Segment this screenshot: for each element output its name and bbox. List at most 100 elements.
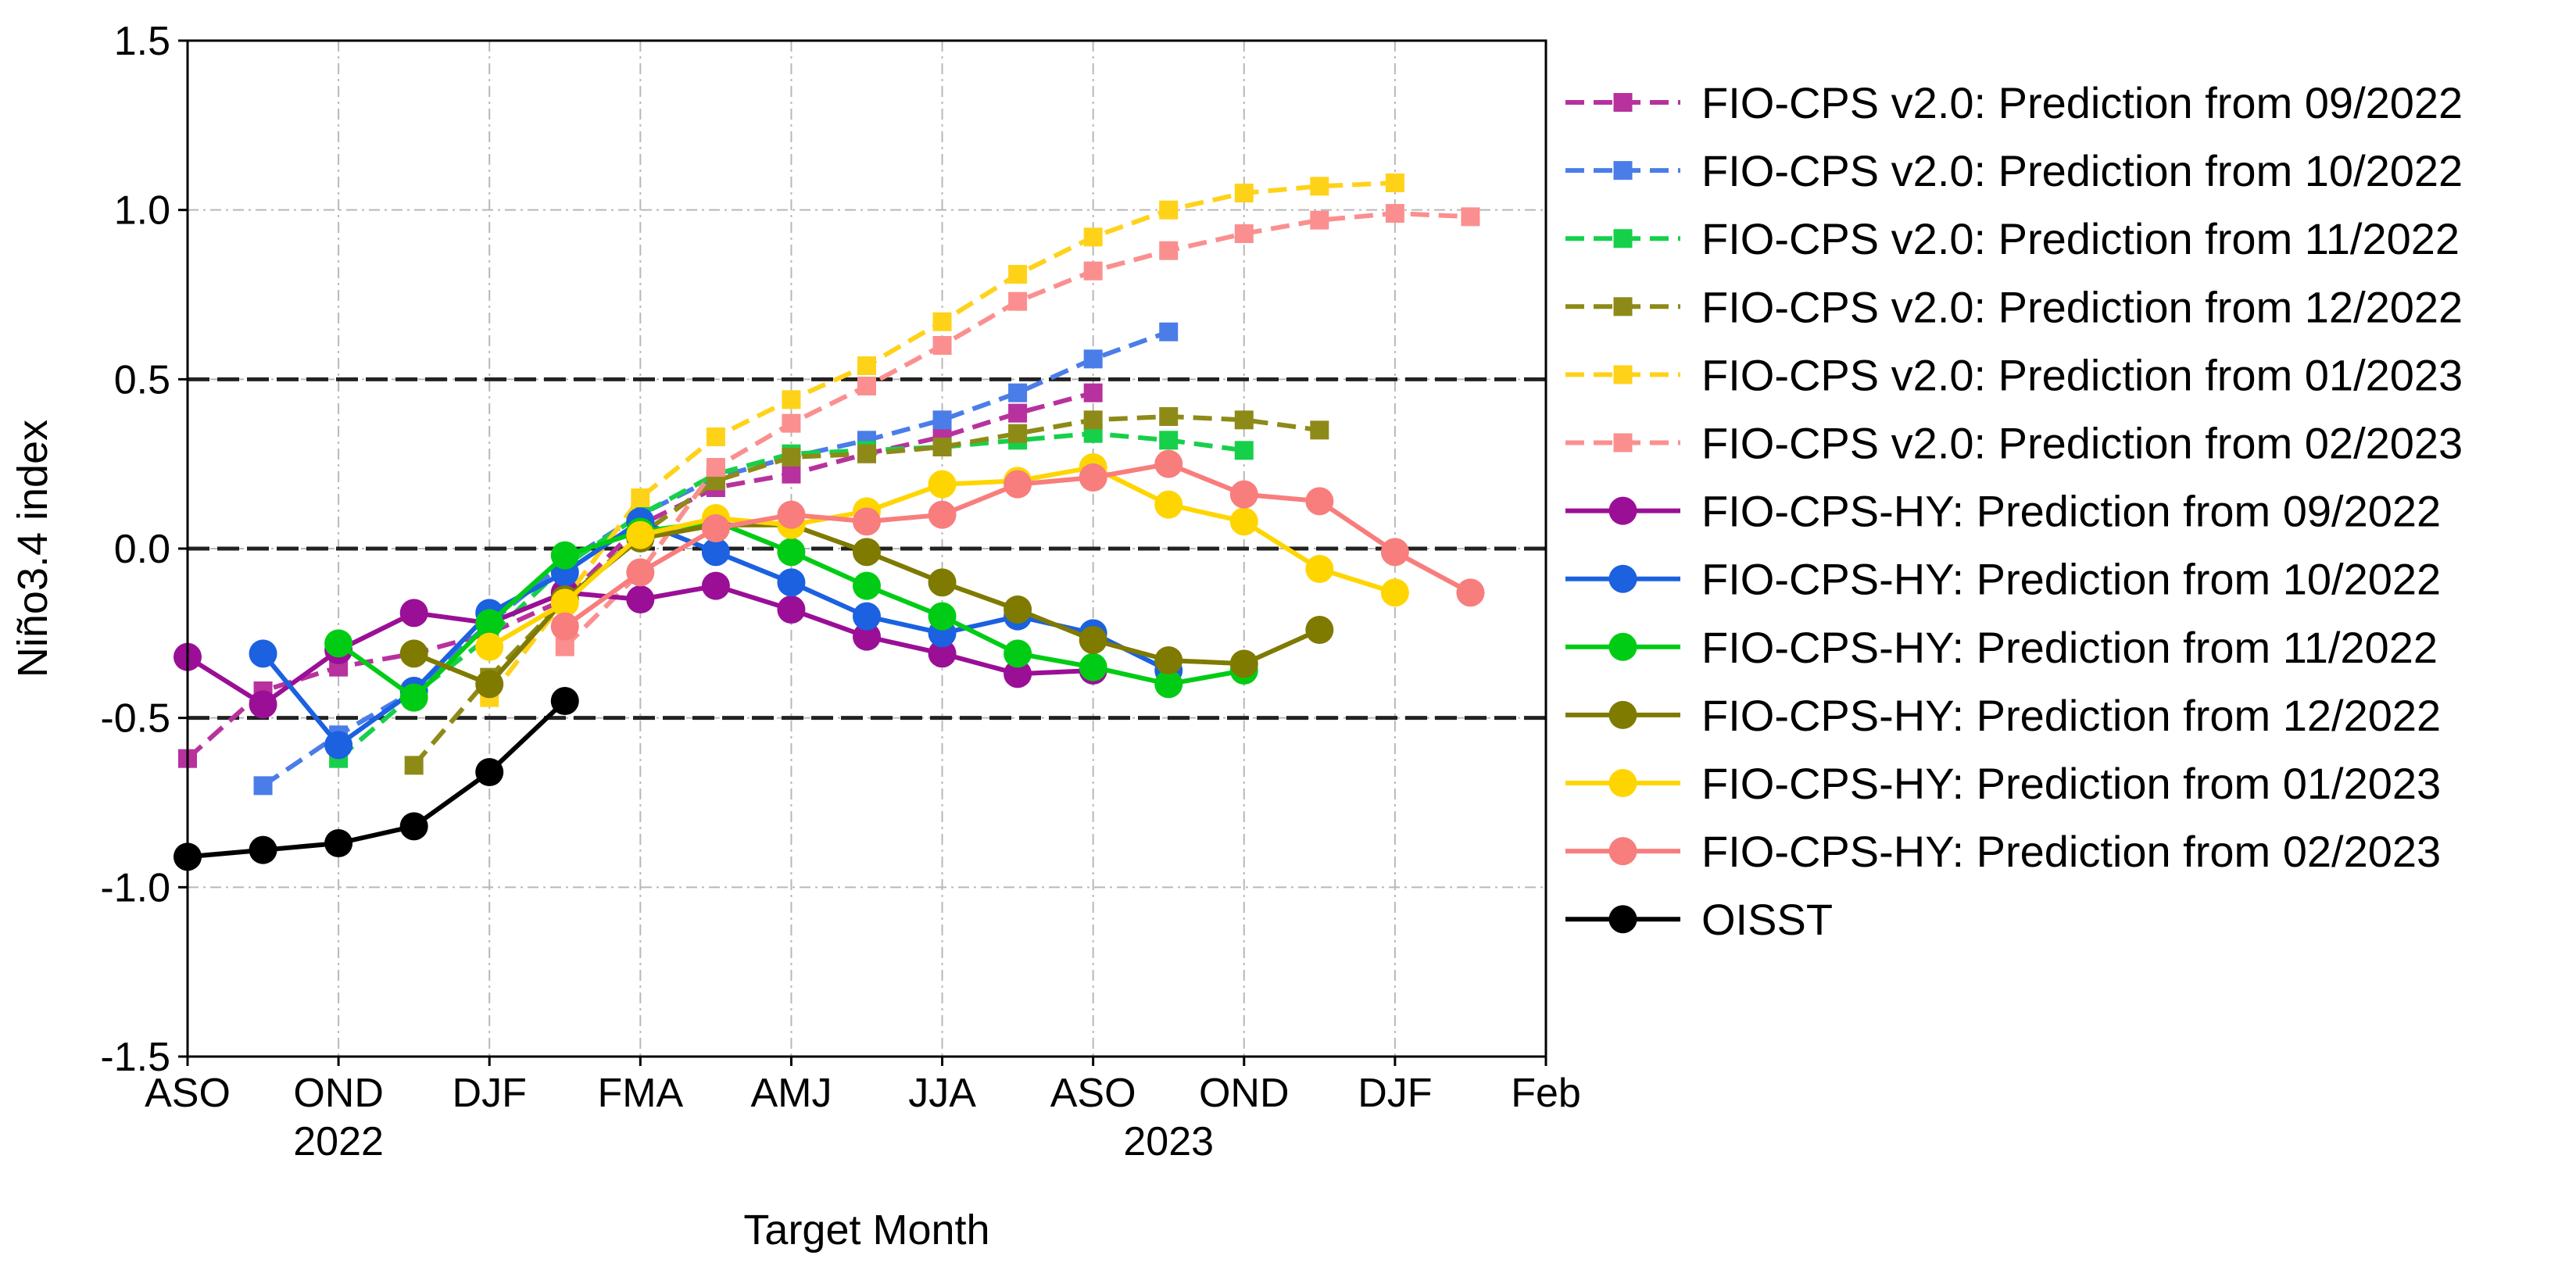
- data-point-circle: [777, 500, 806, 529]
- data-point-square: [1159, 200, 1179, 220]
- data-point-circle: [550, 588, 579, 617]
- legend-marker-square: [1613, 161, 1633, 181]
- data-point-circle: [853, 622, 881, 651]
- y-tick-label: -0.5: [100, 696, 170, 742]
- legend-label: FIO-CPS v2.0: Prediction from 09/2022: [1701, 78, 2463, 127]
- data-point-square: [1008, 403, 1028, 423]
- data-point-circle: [324, 731, 353, 760]
- axes: ASO OND DJF FMA AMJ JJA ASO OND DJF Feb 2022 2023 1.…: [100, 19, 1580, 1164]
- data-point-square: [1461, 207, 1480, 227]
- x-year-label: 2022: [293, 1119, 384, 1164]
- data-point-square: [1008, 424, 1028, 443]
- data-point-circle: [1004, 639, 1032, 668]
- legend-label: OISST: [1701, 895, 1833, 944]
- x-tick-label: OND: [293, 1071, 384, 1116]
- data-point-circle: [1305, 616, 1334, 644]
- legend-marker-circle: [1608, 905, 1637, 934]
- data-point-square: [1159, 322, 1179, 342]
- legend-marker-circle: [1608, 769, 1637, 797]
- legend-item: OISST: [1565, 895, 1833, 944]
- legend-marker-square: [1613, 93, 1633, 112]
- data-point-square: [404, 756, 424, 775]
- legend-marker-circle: [1608, 564, 1637, 593]
- y-tick-label: 0.5: [114, 357, 170, 402]
- data-point-square: [1083, 410, 1103, 430]
- x-axis-title: Target Month: [743, 1207, 989, 1253]
- reference-lines: [188, 377, 1546, 721]
- x-tick-label: OND: [1199, 1071, 1290, 1116]
- data-point-circle: [701, 538, 730, 567]
- data-point-square: [932, 438, 952, 456]
- data-point-circle: [626, 558, 655, 587]
- data-point-square: [1234, 441, 1254, 460]
- legend-label: FIO-CPS-HY: Prediction from 01/2023: [1701, 759, 2441, 808]
- legend-label: FIO-CPS v2.0: Prediction from 12/2022: [1701, 282, 2463, 331]
- series-12: [550, 449, 1485, 641]
- legend-label: FIO-CPS-HY: Prediction from 02/2023: [1701, 827, 2441, 876]
- data-point-square: [1159, 407, 1179, 426]
- data-point-square: [706, 427, 725, 446]
- data-point-circle: [1305, 487, 1334, 516]
- data-point-circle: [475, 758, 504, 786]
- legend-item: FIO-CPS v2.0: Prediction from 10/2022: [1565, 146, 2463, 195]
- data-point-square: [1083, 349, 1103, 369]
- x-year-label: 2023: [1123, 1119, 1214, 1164]
- data-point-circle: [853, 602, 881, 631]
- x-tick-label: DJF: [453, 1071, 527, 1116]
- data-point-circle: [1380, 578, 1409, 607]
- data-point-circle: [853, 507, 881, 536]
- data-point-circle: [550, 541, 579, 570]
- legend-label: FIO-CPS-HY: Prediction from 12/2022: [1701, 691, 2441, 740]
- y-tick-label: 0.0: [114, 527, 170, 572]
- data-point-square: [1159, 241, 1179, 260]
- legend-item: FIO-CPS v2.0: Prediction from 12/2022: [1565, 282, 2463, 331]
- x-tick-label: ASO: [145, 1071, 231, 1116]
- data-point-circle: [1004, 660, 1032, 688]
- legend-item: FIO-CPS v2.0: Prediction from 11/2022: [1565, 214, 2460, 263]
- data-point-circle: [1229, 480, 1258, 509]
- legend-item: FIO-CPS-HY: Prediction from 11/2022: [1565, 623, 2438, 672]
- data-point-circle: [1305, 555, 1334, 583]
- legend-marker-circle: [1608, 837, 1637, 866]
- data-point-circle: [1154, 490, 1183, 519]
- data-point-circle: [626, 520, 655, 549]
- legend-label: FIO-CPS v2.0: Prediction from 02/2023: [1701, 419, 2463, 468]
- legend-marker-square: [1613, 433, 1633, 452]
- data-point-circle: [853, 571, 881, 600]
- legend-marker-square: [1613, 365, 1633, 384]
- data-point-circle: [324, 629, 353, 658]
- data-point-circle: [550, 687, 579, 715]
- data-point-circle: [1079, 626, 1107, 654]
- data-point-circle: [853, 538, 881, 567]
- x-tick-label: Feb: [1511, 1071, 1581, 1116]
- data-point-circle: [399, 639, 428, 668]
- data-point-square: [932, 336, 952, 355]
- data-point-circle: [475, 670, 504, 699]
- data-point-circle: [399, 683, 428, 712]
- data-point-square: [1385, 204, 1404, 223]
- data-point-square: [1008, 291, 1028, 311]
- data-point-circle: [928, 602, 957, 631]
- data-point-circle: [1004, 470, 1032, 499]
- data-point-square: [932, 312, 952, 331]
- legend-label: FIO-CPS v2.0: Prediction from 01/2023: [1701, 350, 2463, 399]
- data-point-circle: [1380, 538, 1409, 567]
- data-point-square: [782, 390, 801, 409]
- data-point-circle: [1154, 449, 1183, 478]
- data-point-circle: [777, 538, 806, 567]
- data-point-square: [706, 458, 725, 477]
- legend-item: FIO-CPS v2.0: Prediction from 09/2022: [1565, 78, 2463, 127]
- data-point-circle: [777, 595, 806, 624]
- data-point-circle: [1004, 595, 1032, 624]
- legend-item: FIO-CPS v2.0: Prediction from 02/2023: [1565, 419, 2463, 468]
- legend-marker-square: [1613, 297, 1633, 316]
- data-point-square: [1083, 227, 1103, 247]
- data-point-circle: [928, 470, 957, 499]
- data-point-square: [1083, 383, 1103, 402]
- data-point-circle: [550, 612, 579, 641]
- legend-item: FIO-CPS-HY: Prediction from 12/2022: [1565, 691, 2441, 740]
- data-point-circle: [324, 829, 353, 857]
- data-point-circle: [399, 599, 428, 628]
- data-point-circle: [928, 639, 957, 668]
